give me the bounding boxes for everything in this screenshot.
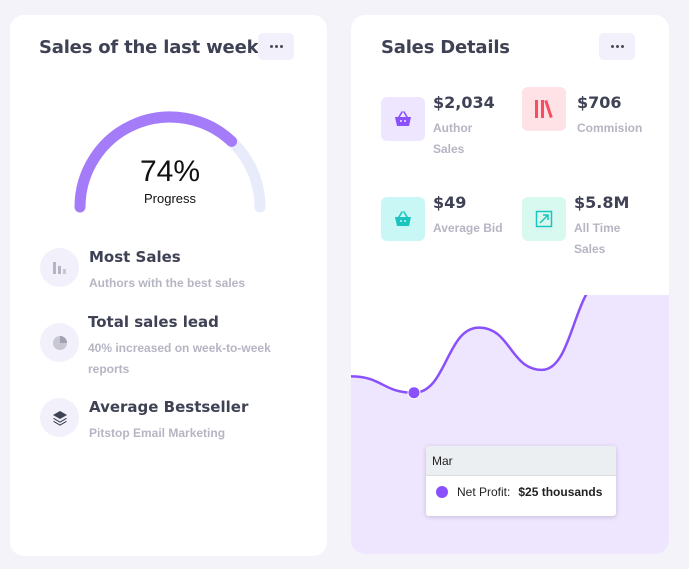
stat-all-time-sales: $5.8M All Time Sales [522, 193, 662, 267]
basket-icon [381, 197, 425, 241]
basket-icon [381, 97, 425, 141]
stat-label: Author Sales [433, 121, 473, 156]
dot-icon [615, 45, 619, 48]
expand-icon [522, 197, 566, 241]
dot-icon [269, 45, 273, 48]
dot-icon [274, 45, 278, 48]
highlight-marker [407, 386, 421, 400]
books-icon [522, 87, 566, 131]
dot-icon [610, 45, 614, 48]
dot-icon [279, 45, 283, 48]
tooltip-series-name: Net Profit: [457, 485, 511, 499]
gauge-value: 74% [139, 155, 201, 188]
card-title: Sales Details [381, 37, 510, 58]
sales-last-week-card: Sales of the last week 74% Progress Most… [10, 15, 327, 556]
stat-average-bid: $49 Average Bid [381, 193, 521, 267]
list-item-title: Average Bestseller [89, 398, 249, 416]
series-dot-icon [436, 486, 448, 498]
pie-chart-icon [40, 323, 79, 362]
dot-icon [620, 45, 624, 48]
stat-commision: $706 Commision [522, 87, 662, 157]
stat-label: All Time Sales [574, 221, 621, 256]
more-options-button[interactable] [258, 33, 294, 60]
more-options-button[interactable] [599, 33, 635, 60]
layers-icon [40, 398, 79, 437]
list-item-subtitle: Pitstop Email Marketing [89, 426, 226, 440]
gauge-label: Progress [143, 191, 197, 206]
chart-tooltip: Mar Net Profit: $25 thousands [426, 446, 616, 516]
gauge-fill [74, 111, 238, 213]
stat-value: $2,034 [433, 93, 495, 112]
stat-author-sales: $2,034 Author Sales [381, 93, 521, 167]
list-item-title: Most Sales [89, 248, 181, 266]
stat-label: Average Bid [433, 221, 503, 235]
sales-details-card: Sales Details $2,034 Author Sales $706 C… [351, 15, 669, 554]
list-item-title: Total sales lead [88, 313, 219, 331]
tooltip-value: $25 thousands [518, 485, 603, 499]
list-item-subtitle: Authors with the best sales [89, 276, 246, 290]
tooltip-month: Mar [426, 446, 616, 476]
bar-chart-icon [40, 248, 79, 287]
list-item-subtitle: 40% increased on week-to-week reports [88, 341, 271, 376]
stat-value: $5.8M [574, 193, 630, 212]
stat-value: $49 [433, 193, 467, 212]
progress-gauge [74, 111, 266, 213]
card-title: Sales of the last week [39, 37, 259, 58]
stat-label: Commision [577, 121, 643, 135]
stat-value: $706 [577, 93, 622, 112]
